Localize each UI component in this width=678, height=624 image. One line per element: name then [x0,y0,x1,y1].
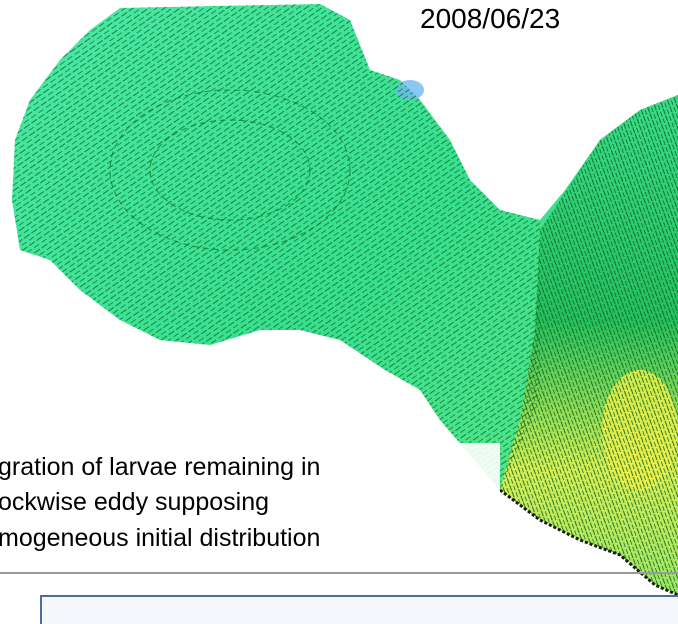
date-label: 2008/06/23 [420,3,560,34]
panel [41,596,678,624]
caption-line: ockwise eddy supposing [0,488,269,516]
slide: 2008/06/23 gration of larvae remaining i… [0,0,678,624]
caption-line: gration of larvae remaining in [0,453,320,481]
velocity-vectors [12,4,540,490]
caption-line: mogeneous initial distribution [0,524,320,552]
